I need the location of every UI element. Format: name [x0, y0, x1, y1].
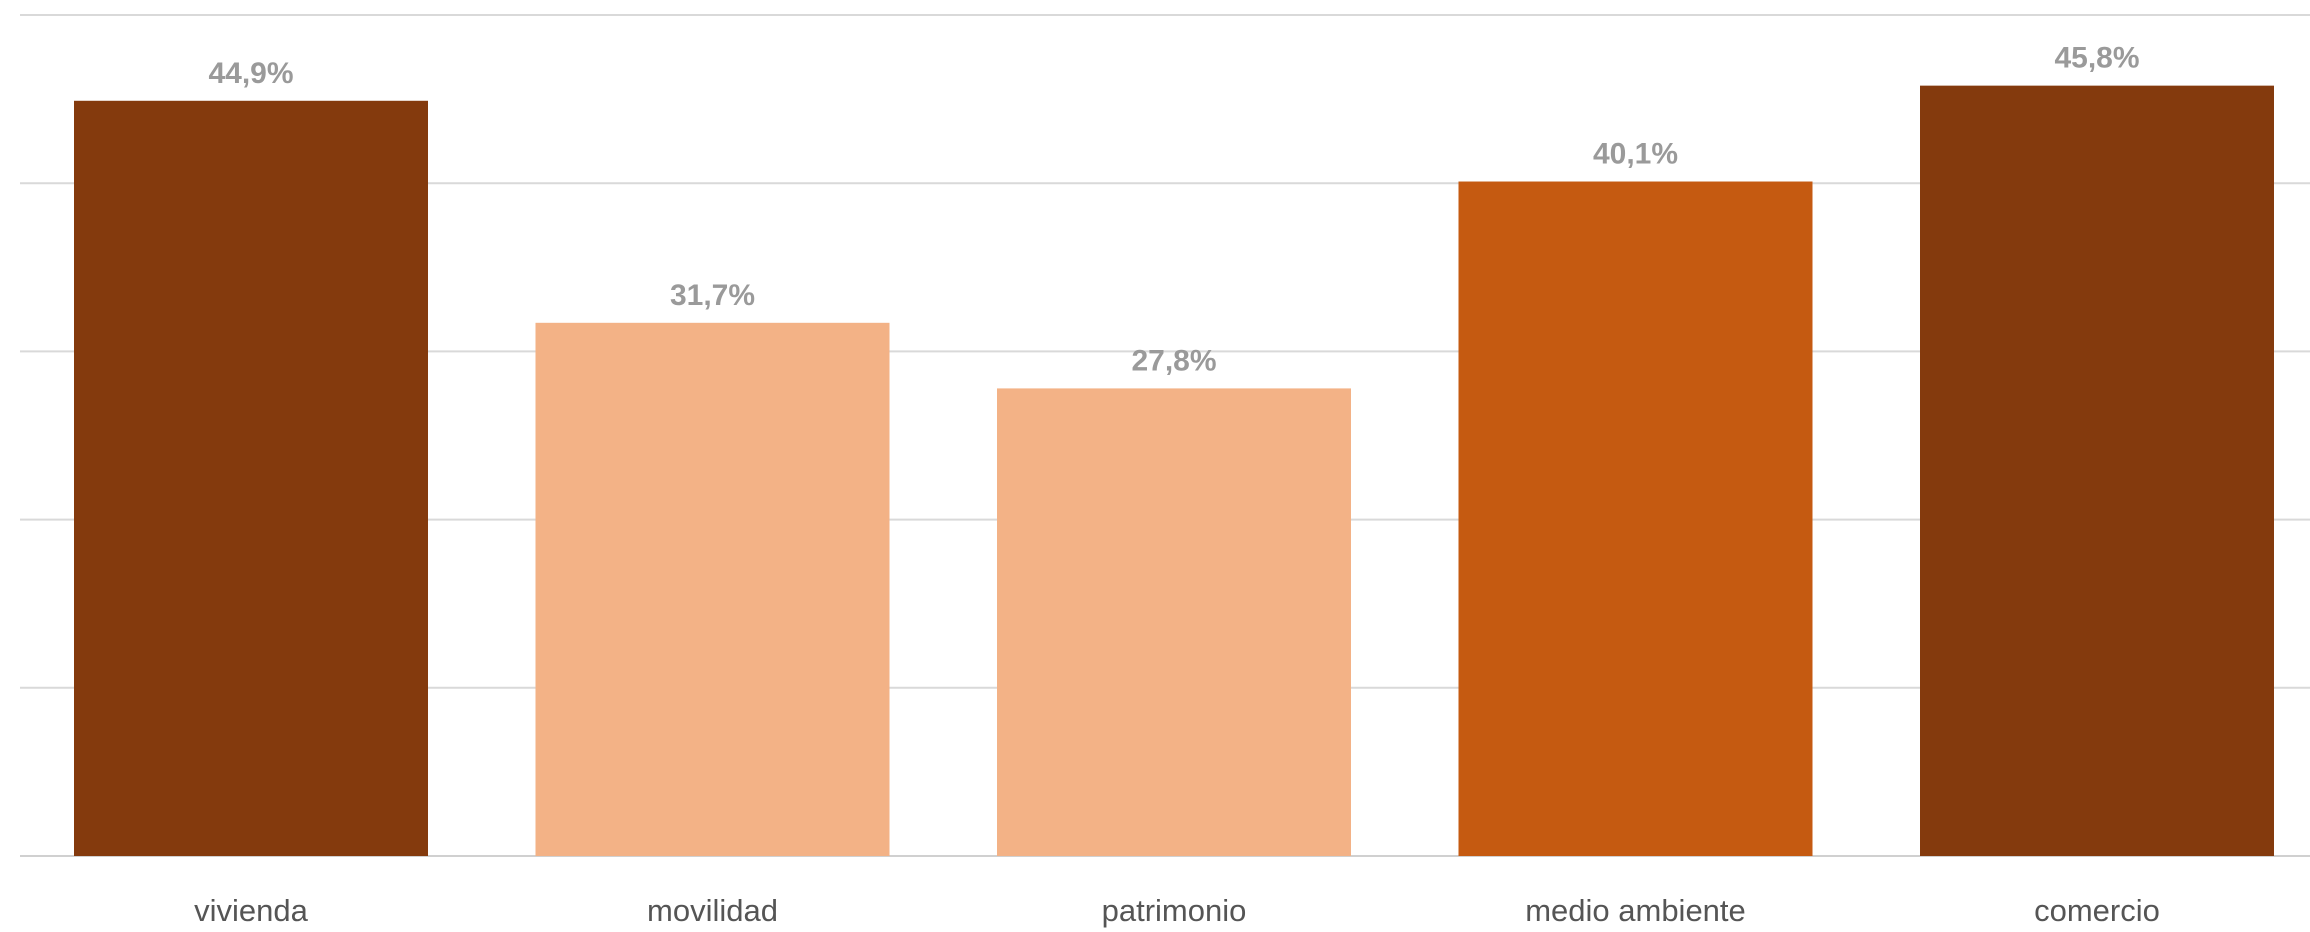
data-label-vivienda: 44,9%	[208, 57, 293, 90]
bar-movilidad	[535, 322, 890, 856]
category-label-vivienda: vivienda	[194, 893, 308, 928]
data-label-patrimonio: 27,8%	[1131, 344, 1216, 377]
category-label-patrimonio: patrimonio	[1102, 893, 1247, 928]
data-labels: 44,9% 31,7% 27,8% 40,1% 45,8%	[208, 42, 2139, 378]
bar-comercio	[1920, 85, 2274, 857]
category-label-movilidad: movilidad	[647, 893, 778, 928]
category-label-comercio: comercio	[2034, 893, 2160, 928]
category-label-medio-ambiente: medio ambiente	[1525, 893, 1746, 928]
bar-medio-ambiente	[1458, 181, 1813, 856]
bar-patrimonio	[997, 388, 1351, 856]
data-label-comercio: 45,8%	[2054, 42, 2139, 75]
data-label-movilidad: 31,7%	[670, 279, 755, 312]
data-label-medio-ambiente: 40,1%	[1593, 138, 1678, 171]
bar-vivienda	[74, 100, 428, 857]
category-labels: vivienda movilidad patrimonio medio ambient…	[194, 893, 2160, 928]
bars	[74, 85, 2274, 857]
